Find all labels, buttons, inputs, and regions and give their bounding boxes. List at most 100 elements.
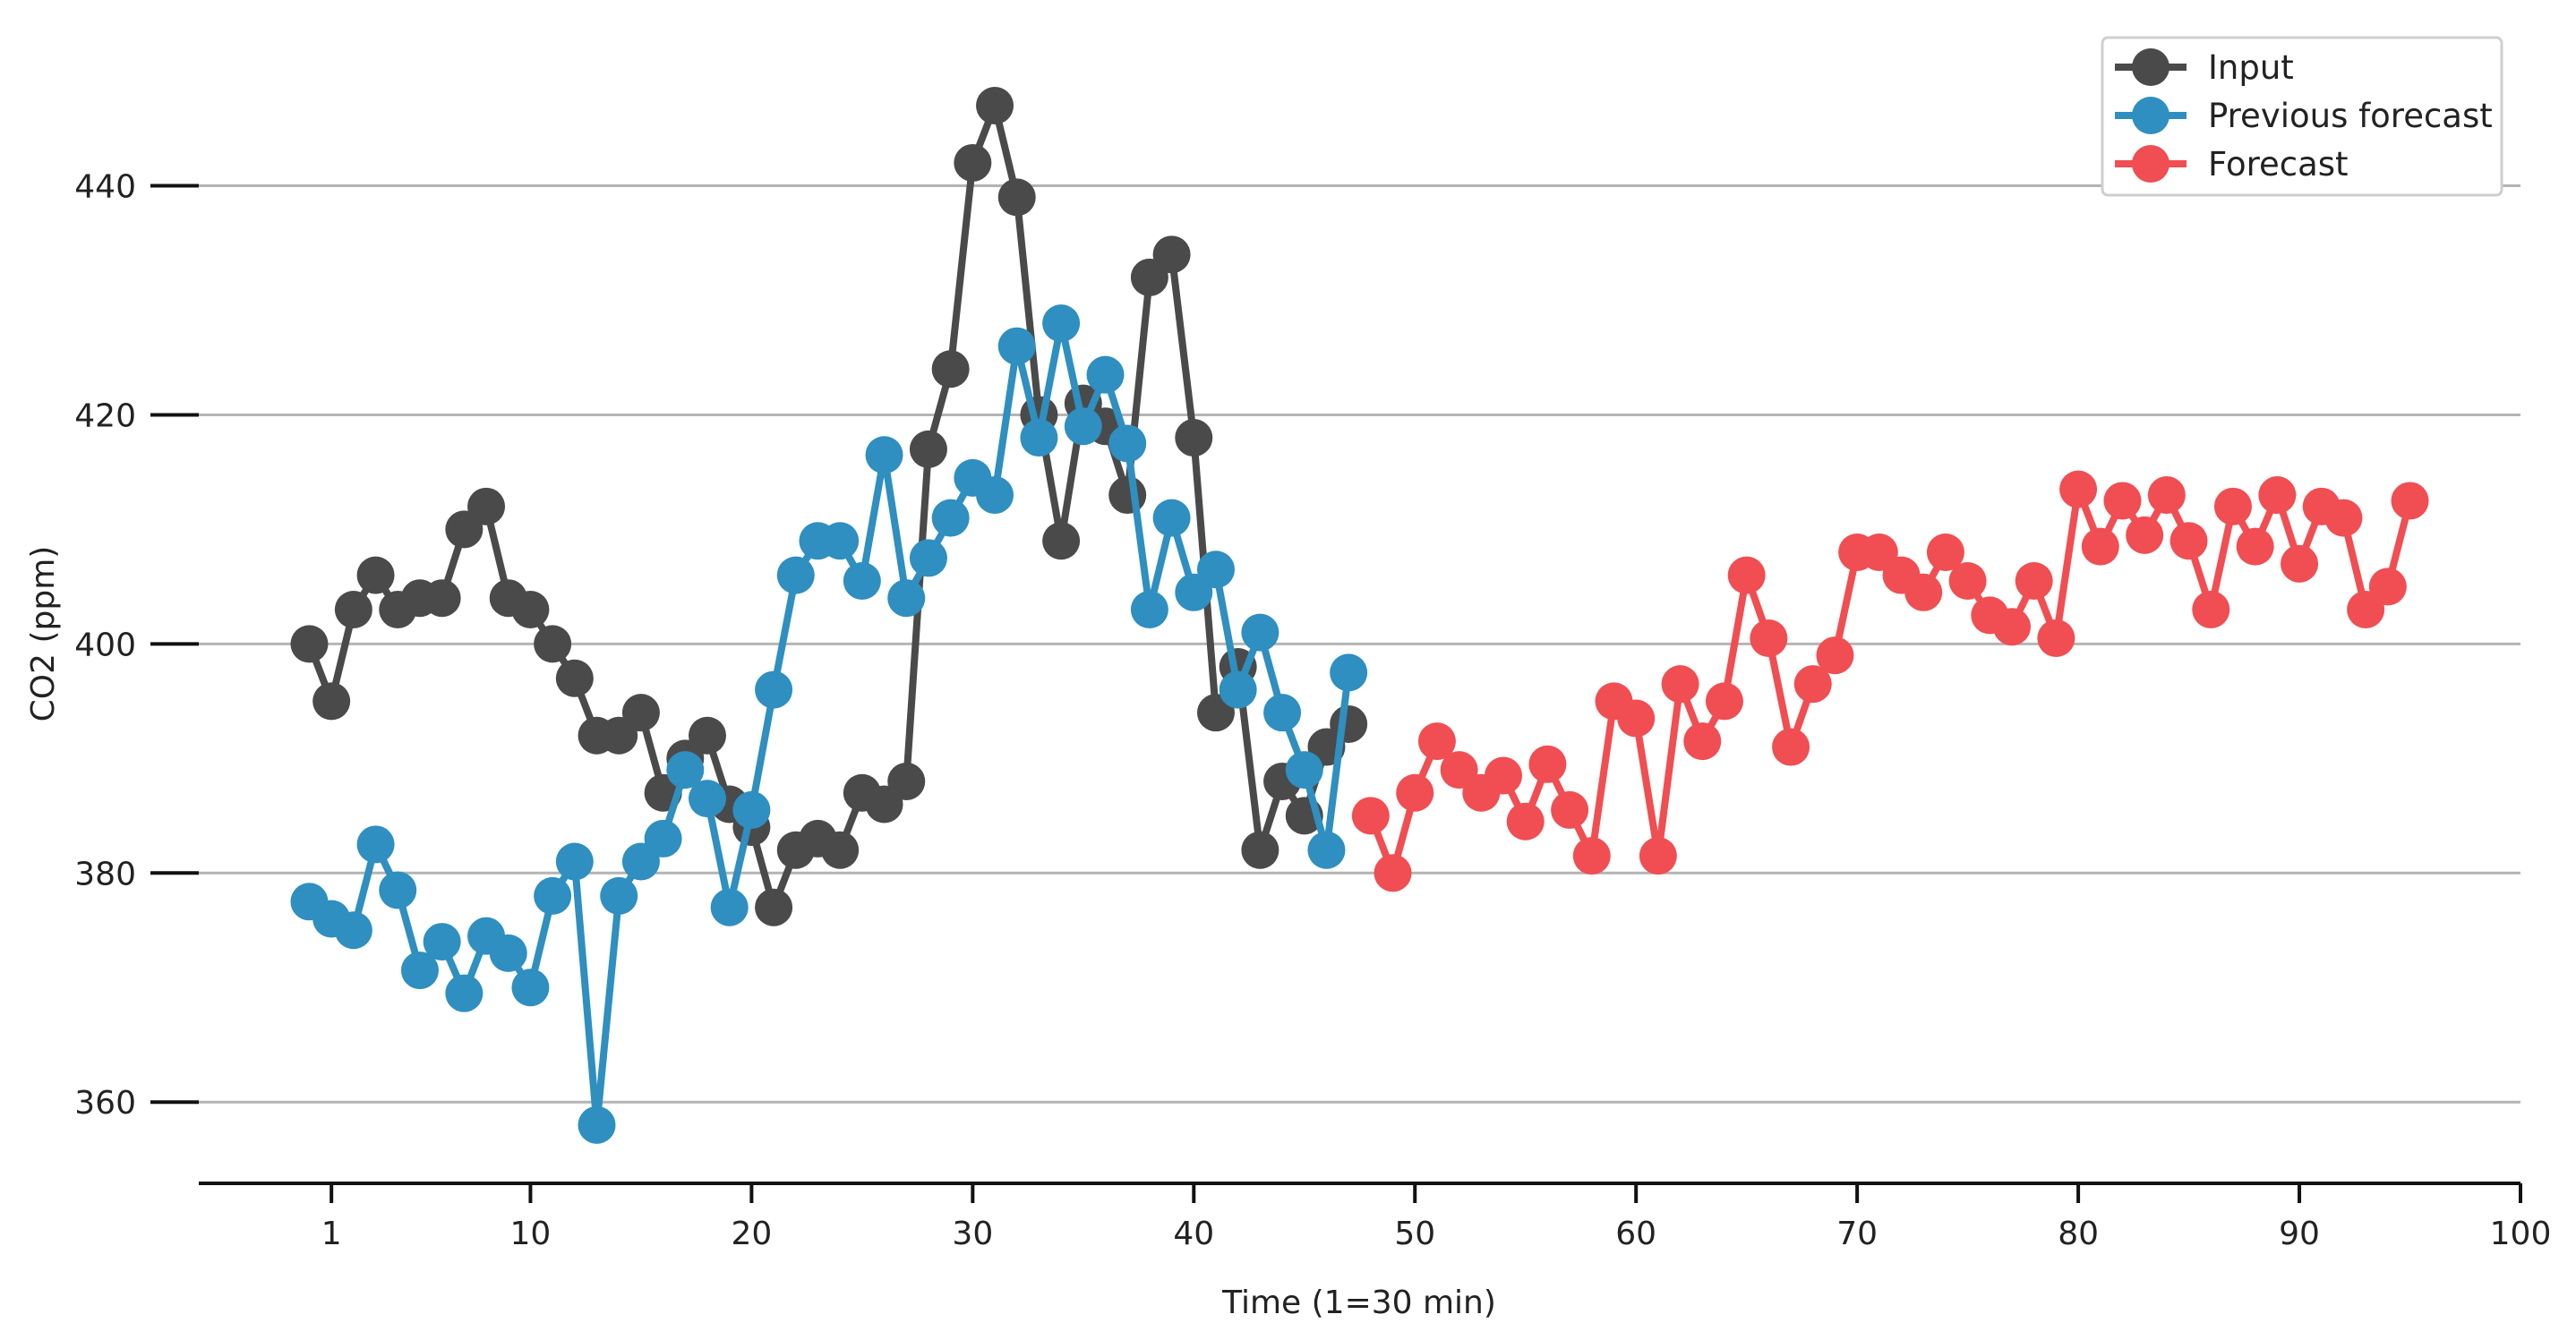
data-point-1-44 bbox=[1263, 694, 1302, 732]
data-point-1-2 bbox=[334, 911, 372, 950]
data-point-2-42 bbox=[2281, 544, 2319, 583]
x-tick-label-80: 80 bbox=[2058, 1216, 2099, 1252]
y-tick-label-400: 400 bbox=[74, 627, 136, 663]
y-tick-label-440: 440 bbox=[74, 169, 136, 206]
data-point-2-18 bbox=[1750, 619, 1788, 657]
series-2 bbox=[1351, 470, 2429, 892]
data-point-0-3 bbox=[356, 556, 395, 594]
legend-label-1: Previous forecast bbox=[2208, 97, 2493, 135]
data-point-1-31 bbox=[976, 476, 1014, 515]
series-group bbox=[290, 86, 2429, 1144]
data-point-1-20 bbox=[732, 790, 771, 829]
data-point-1-16 bbox=[644, 819, 682, 858]
data-point-1-17 bbox=[666, 751, 705, 789]
x-tick-label-1: 1 bbox=[321, 1216, 342, 1252]
data-point-1-21 bbox=[755, 670, 793, 709]
data-point-0-47 bbox=[1330, 704, 1368, 743]
y-tick-label-420: 420 bbox=[74, 397, 136, 434]
data-point-2-13 bbox=[1639, 837, 1677, 875]
data-point-1-28 bbox=[909, 539, 947, 577]
data-point-1-34 bbox=[1042, 304, 1081, 343]
data-point-2-46 bbox=[2368, 568, 2407, 606]
data-point-0-40 bbox=[1175, 419, 1213, 457]
data-point-1-43 bbox=[1241, 613, 1279, 652]
data-point-1-39 bbox=[1152, 499, 1191, 537]
data-point-2-39 bbox=[2213, 487, 2252, 525]
data-point-1-18 bbox=[688, 780, 726, 818]
data-point-1-38 bbox=[1130, 591, 1168, 628]
data-point-1-25 bbox=[843, 562, 881, 601]
data-point-1-36 bbox=[1086, 355, 1125, 394]
legend-label-0: Input bbox=[2208, 48, 2294, 87]
data-point-1-9 bbox=[489, 934, 527, 972]
data-point-2-0 bbox=[1351, 797, 1390, 835]
data-point-2-36 bbox=[2147, 476, 2186, 515]
data-point-2-15 bbox=[1683, 722, 1722, 761]
data-point-1-41 bbox=[1196, 551, 1235, 589]
data-point-1-35 bbox=[1064, 407, 1102, 446]
data-point-1-19 bbox=[710, 888, 749, 926]
data-point-1-46 bbox=[1307, 831, 1346, 869]
data-point-0-8 bbox=[467, 487, 506, 525]
data-point-0-12 bbox=[555, 659, 594, 697]
data-point-1-27 bbox=[887, 579, 926, 618]
series-1 bbox=[290, 304, 1368, 1144]
data-point-1-7 bbox=[445, 974, 484, 1012]
data-point-0-29 bbox=[931, 350, 970, 388]
data-point-2-9 bbox=[1551, 790, 1589, 829]
data-point-0-6 bbox=[423, 579, 461, 618]
x-tick-label-10: 10 bbox=[510, 1216, 552, 1252]
data-point-2-47 bbox=[2391, 482, 2429, 520]
legend-box bbox=[2101, 36, 2503, 197]
data-point-1-33 bbox=[1020, 419, 1058, 457]
data-point-2-2 bbox=[1396, 773, 1434, 812]
legend-marker-2 bbox=[2132, 145, 2169, 183]
data-point-2-19 bbox=[1772, 728, 1810, 766]
data-point-1-10 bbox=[511, 969, 550, 1007]
data-point-2-32 bbox=[2059, 470, 2098, 508]
x-tick-label-30: 30 bbox=[952, 1216, 993, 1252]
series-0 bbox=[290, 86, 1368, 926]
data-point-2-20 bbox=[1793, 665, 1832, 704]
data-point-2-30 bbox=[2015, 562, 2053, 601]
x-tick-label-100: 100 bbox=[2490, 1216, 2552, 1252]
data-point-2-25 bbox=[1904, 573, 1943, 611]
data-point-2-10 bbox=[1572, 837, 1611, 875]
data-point-1-29 bbox=[931, 499, 970, 537]
y-tick-label-380: 380 bbox=[74, 856, 136, 892]
x-tick-label-90: 90 bbox=[2279, 1216, 2320, 1252]
series-line-0 bbox=[305, 101, 1353, 911]
data-point-2-41 bbox=[2258, 476, 2297, 515]
y-axis-title: CO2 (ppm) bbox=[25, 546, 62, 722]
data-point-2-34 bbox=[2103, 482, 2142, 520]
legend-marker-0 bbox=[2132, 48, 2169, 86]
x-tick-label-70: 70 bbox=[1836, 1216, 1878, 1252]
data-point-2-8 bbox=[1528, 745, 1567, 783]
data-point-1-42 bbox=[1219, 670, 1257, 709]
data-point-1-4 bbox=[379, 871, 417, 909]
data-point-0-31 bbox=[976, 86, 1014, 124]
data-point-2-31 bbox=[2037, 619, 2075, 657]
data-point-0-39 bbox=[1152, 235, 1191, 274]
data-point-2-44 bbox=[2324, 499, 2363, 537]
data-point-0-10 bbox=[511, 591, 550, 628]
data-point-2-17 bbox=[1727, 556, 1766, 594]
data-point-0-21 bbox=[755, 888, 793, 926]
data-point-1-12 bbox=[555, 842, 594, 881]
data-point-1-3 bbox=[356, 825, 395, 864]
data-point-0-43 bbox=[1241, 831, 1279, 869]
data-point-1-14 bbox=[600, 876, 638, 915]
data-point-2-37 bbox=[2169, 522, 2208, 560]
x-tick-label-20: 20 bbox=[731, 1216, 772, 1252]
data-point-0-2 bbox=[334, 591, 372, 628]
data-point-2-38 bbox=[2192, 591, 2230, 628]
data-point-0-37 bbox=[1108, 476, 1147, 515]
data-point-1-37 bbox=[1108, 424, 1147, 463]
legend-label-2: Forecast bbox=[2208, 145, 2349, 184]
data-point-2-6 bbox=[1485, 756, 1523, 795]
data-point-2-35 bbox=[2126, 516, 2164, 554]
x-axis-title: Time (1=30 min) bbox=[1221, 1285, 1496, 1321]
data-point-2-27 bbox=[1948, 562, 1987, 601]
data-point-2-26 bbox=[1926, 533, 1964, 572]
